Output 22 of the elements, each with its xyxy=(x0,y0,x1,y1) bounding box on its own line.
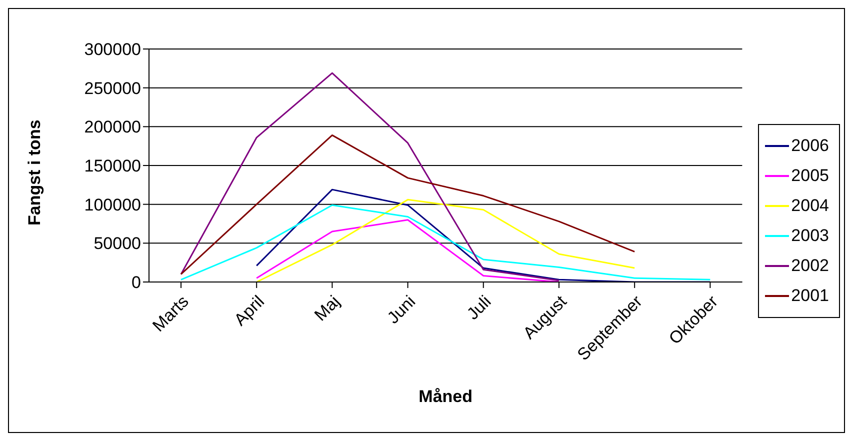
y-tick-label: 200000 xyxy=(84,118,141,137)
legend-label: 2004 xyxy=(791,194,829,216)
legend-label: 2006 xyxy=(791,134,829,156)
y-tick-label: 150000 xyxy=(84,156,141,176)
line-series xyxy=(256,198,636,282)
x-axis-title: Måned xyxy=(418,387,473,406)
x-tick-label: Juli xyxy=(463,292,495,324)
legend-label: 2001 xyxy=(791,284,829,306)
y-tick-label: 250000 xyxy=(84,78,141,98)
y-tick-label: 300000 xyxy=(84,40,141,60)
y-axis-title: Fangst i tons xyxy=(25,120,44,226)
line-series xyxy=(180,134,636,275)
y-tick-label: 0 xyxy=(132,273,141,292)
legend-label: 2002 xyxy=(791,254,829,276)
x-tick-label: Maj xyxy=(310,292,344,325)
legend-label: 2005 xyxy=(791,164,829,186)
line-series xyxy=(180,72,560,282)
y-tick-label: 50000 xyxy=(94,234,141,254)
legend-label: 2003 xyxy=(791,224,829,246)
y-tick-label: 100000 xyxy=(84,195,141,214)
line-series xyxy=(180,204,711,280)
line-series xyxy=(256,219,560,282)
